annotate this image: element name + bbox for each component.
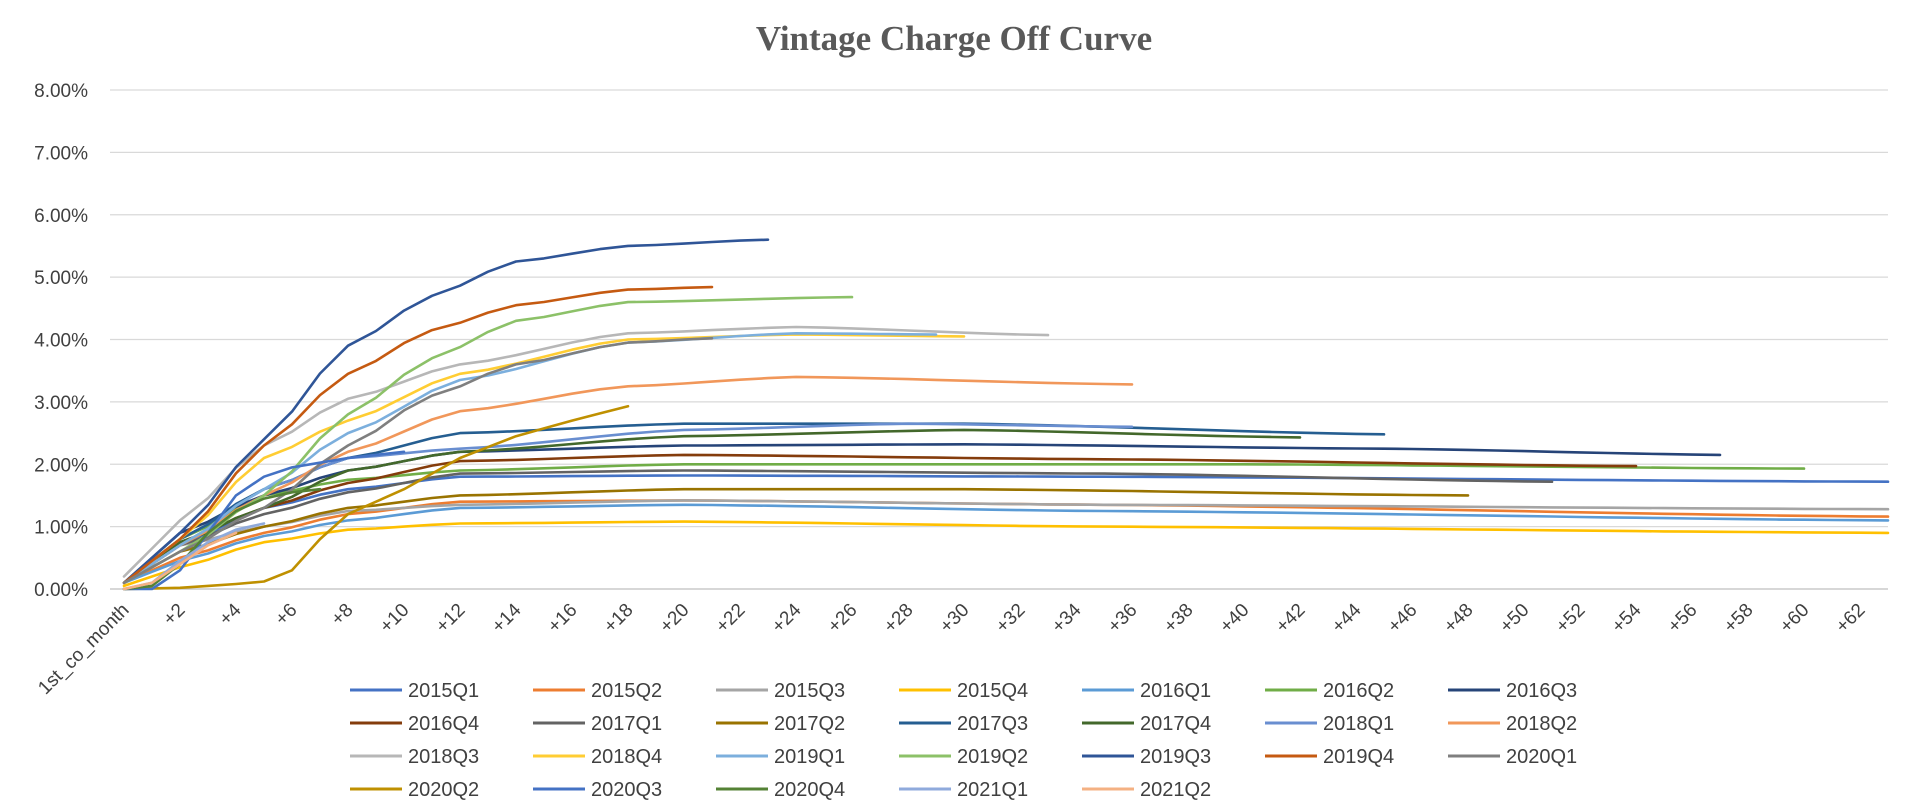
y-tick-label: 0.00% <box>34 580 88 601</box>
x-tick-label: +22 <box>712 600 750 638</box>
series-line-2019Q4 <box>122 285 714 585</box>
legend-label: 2017Q4 <box>1140 713 1211 735</box>
legend-label: 2019Q1 <box>774 746 845 768</box>
x-tick-label: +52 <box>1552 600 1590 638</box>
series-lines <box>122 238 1890 591</box>
legend-label: 2019Q4 <box>1323 746 1394 768</box>
series-line-2015Q4 <box>122 520 1890 588</box>
legend-label: 2017Q2 <box>774 713 845 735</box>
x-tick-label: +14 <box>488 599 526 637</box>
y-tick-label: 1.00% <box>34 518 88 539</box>
legend-label: 2015Q3 <box>774 680 845 702</box>
legend-label: 2017Q1 <box>591 713 662 735</box>
x-tick-label: +60 <box>1776 600 1814 638</box>
y-tick-label: 8.00% <box>34 81 88 102</box>
y-tick-label: 3.00% <box>34 393 88 414</box>
legend-label: 2020Q4 <box>774 779 845 801</box>
x-tick-label: +36 <box>1104 600 1142 638</box>
chart-title: Vintage Charge Off Curve <box>756 19 1152 58</box>
x-tick-label: +26 <box>824 600 862 638</box>
y-tick-label: 2.00% <box>34 455 88 476</box>
series-line-2018Q1 <box>122 422 1134 585</box>
y-axis: 0.00% 1.00% 2.00% 3.00% 4.00% 5.00% 6.00% 7.00%… <box>34 81 88 601</box>
series-line-2017Q1 <box>122 469 1554 585</box>
legend-label: 2018Q1 <box>1323 713 1394 735</box>
x-tick-label: +4 <box>215 599 245 629</box>
y-tick-label: 4.00% <box>34 331 88 352</box>
series-line-2019Q1 <box>122 332 938 585</box>
series-line-2018Q3 <box>122 325 1050 578</box>
series-line-2016Q1 <box>122 503 1890 585</box>
x-tick-label: +6 <box>271 600 301 630</box>
legend-label: 2015Q4 <box>957 680 1028 702</box>
series-line-2021Q2 <box>122 531 238 591</box>
x-tick-label: +42 <box>1272 600 1310 638</box>
x-tick-label: +28 <box>880 600 918 638</box>
legend-label: 2018Q4 <box>591 746 662 768</box>
y-tick-label: 6.00% <box>34 206 88 227</box>
series-line-2017Q2 <box>122 487 1470 585</box>
x-tick-label: +56 <box>1664 600 1702 638</box>
x-tick-label: +8 <box>327 600 357 630</box>
series-line-2016Q4 <box>122 453 1638 585</box>
x-tick-label: +2 <box>159 600 189 630</box>
x-tick-label: +48 <box>1440 600 1478 638</box>
y-tick-label: 7.00% <box>34 143 88 164</box>
series-line-2020Q4 <box>122 487 322 591</box>
x-tick-label: +54 <box>1608 599 1646 637</box>
series-line-2020Q2 <box>122 404 630 591</box>
series-line-2020Q1 <box>122 337 714 585</box>
legend-label: 2020Q3 <box>591 779 662 801</box>
legend-label: 2018Q2 <box>1506 713 1577 735</box>
legend-label: 2016Q1 <box>1140 680 1211 702</box>
x-tick-label: +46 <box>1384 600 1422 638</box>
series-line-2015Q1 <box>122 474 1890 585</box>
legend-label: 2015Q2 <box>591 680 662 702</box>
x-tick-label: +12 <box>432 600 470 638</box>
x-tick-label: +20 <box>656 600 694 638</box>
x-tick-label: +24 <box>768 599 806 637</box>
legend-label: 2019Q2 <box>957 746 1028 768</box>
x-tick-label: +44 <box>1328 599 1366 637</box>
legend-label: 2021Q2 <box>1140 779 1211 801</box>
series-line-2015Q2 <box>122 499 1890 585</box>
legend-label: 2018Q3 <box>408 746 479 768</box>
legend-label: 2016Q3 <box>1506 680 1577 702</box>
series-line-2017Q4 <box>122 428 1302 585</box>
x-tick-label: +38 <box>1160 600 1198 638</box>
x-axis: 1st_co_month +2 +4 +6 +8 +10 +12 +14 +16 +18 +20 +2… <box>34 599 1869 699</box>
x-tick-label: +58 <box>1720 600 1758 638</box>
x-tick-label: +34 <box>1048 599 1086 637</box>
legend: 2015Q1 2015Q2 2015Q3 2015Q4 2016Q1 2016Q2 2016… <box>350 680 1577 801</box>
y-tick-label: 5.00% <box>34 268 88 289</box>
legend-label: 2016Q4 <box>408 713 479 735</box>
legend-label: 2015Q1 <box>408 680 479 702</box>
series-line-2020Q3 <box>122 450 406 591</box>
legend-label: 2020Q1 <box>1506 746 1577 768</box>
x-tick-label: 1st_co_month <box>34 600 133 699</box>
x-tick-label: +40 <box>1216 600 1254 638</box>
legend-label: 2020Q2 <box>408 779 479 801</box>
series-line-2016Q2 <box>122 463 1806 585</box>
legend-label: 2021Q1 <box>957 779 1028 801</box>
x-tick-label: +32 <box>992 600 1030 638</box>
x-tick-label: +18 <box>600 600 638 638</box>
x-tick-label: +50 <box>1496 600 1534 638</box>
series-line-2019Q3 <box>122 238 770 585</box>
series-line-2018Q2 <box>122 375 1134 585</box>
legend-label: 2017Q3 <box>957 713 1028 735</box>
legend-label: 2019Q3 <box>1140 746 1211 768</box>
legend-label: 2016Q2 <box>1323 680 1394 702</box>
series-line-2015Q3 <box>122 499 1890 585</box>
x-tick-label: +16 <box>544 600 582 638</box>
x-tick-label: +62 <box>1832 600 1870 638</box>
x-tick-label: +10 <box>376 600 414 638</box>
x-tick-label: +30 <box>936 600 974 638</box>
